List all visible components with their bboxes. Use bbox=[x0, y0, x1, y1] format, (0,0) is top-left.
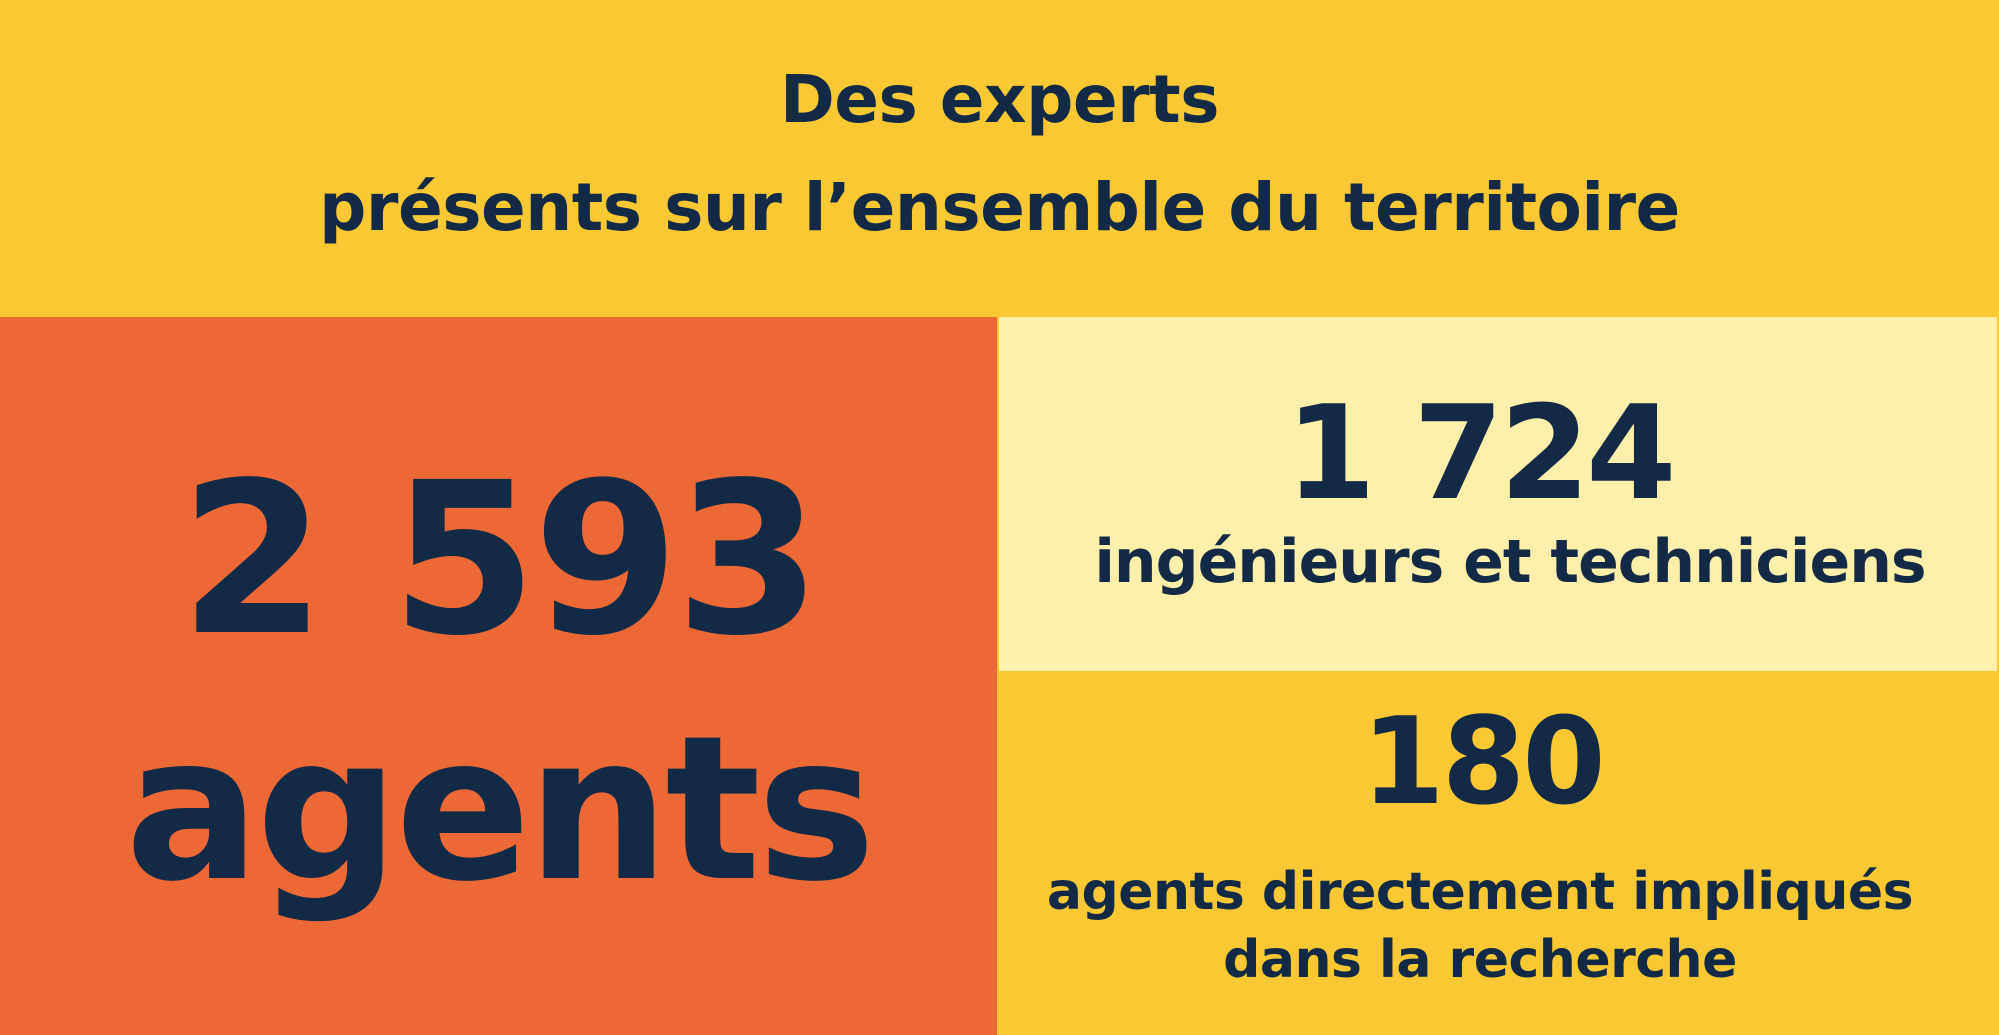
agents-label: agents bbox=[125, 693, 876, 926]
engineers-count: 1 724 bbox=[1285, 377, 1676, 529]
agents-count: 2 593 bbox=[179, 437, 822, 682]
engineers-panel bbox=[999, 317, 1997, 671]
header-banner bbox=[0, 0, 1999, 317]
page-title-line-2: présents sur l’ensemble du territoire bbox=[319, 169, 1680, 246]
page-title-line-1: Des experts bbox=[779, 61, 1220, 138]
research-panel bbox=[997, 671, 1999, 1035]
agents-panel bbox=[0, 317, 997, 1035]
research-count: 180 bbox=[1361, 693, 1606, 832]
research-label-line-2: dans la recherche bbox=[1223, 930, 1737, 990]
research-label-line-1: agents directement impliqués bbox=[1046, 862, 1914, 922]
engineers-label: ingénieurs et techniciens bbox=[1094, 527, 1926, 597]
